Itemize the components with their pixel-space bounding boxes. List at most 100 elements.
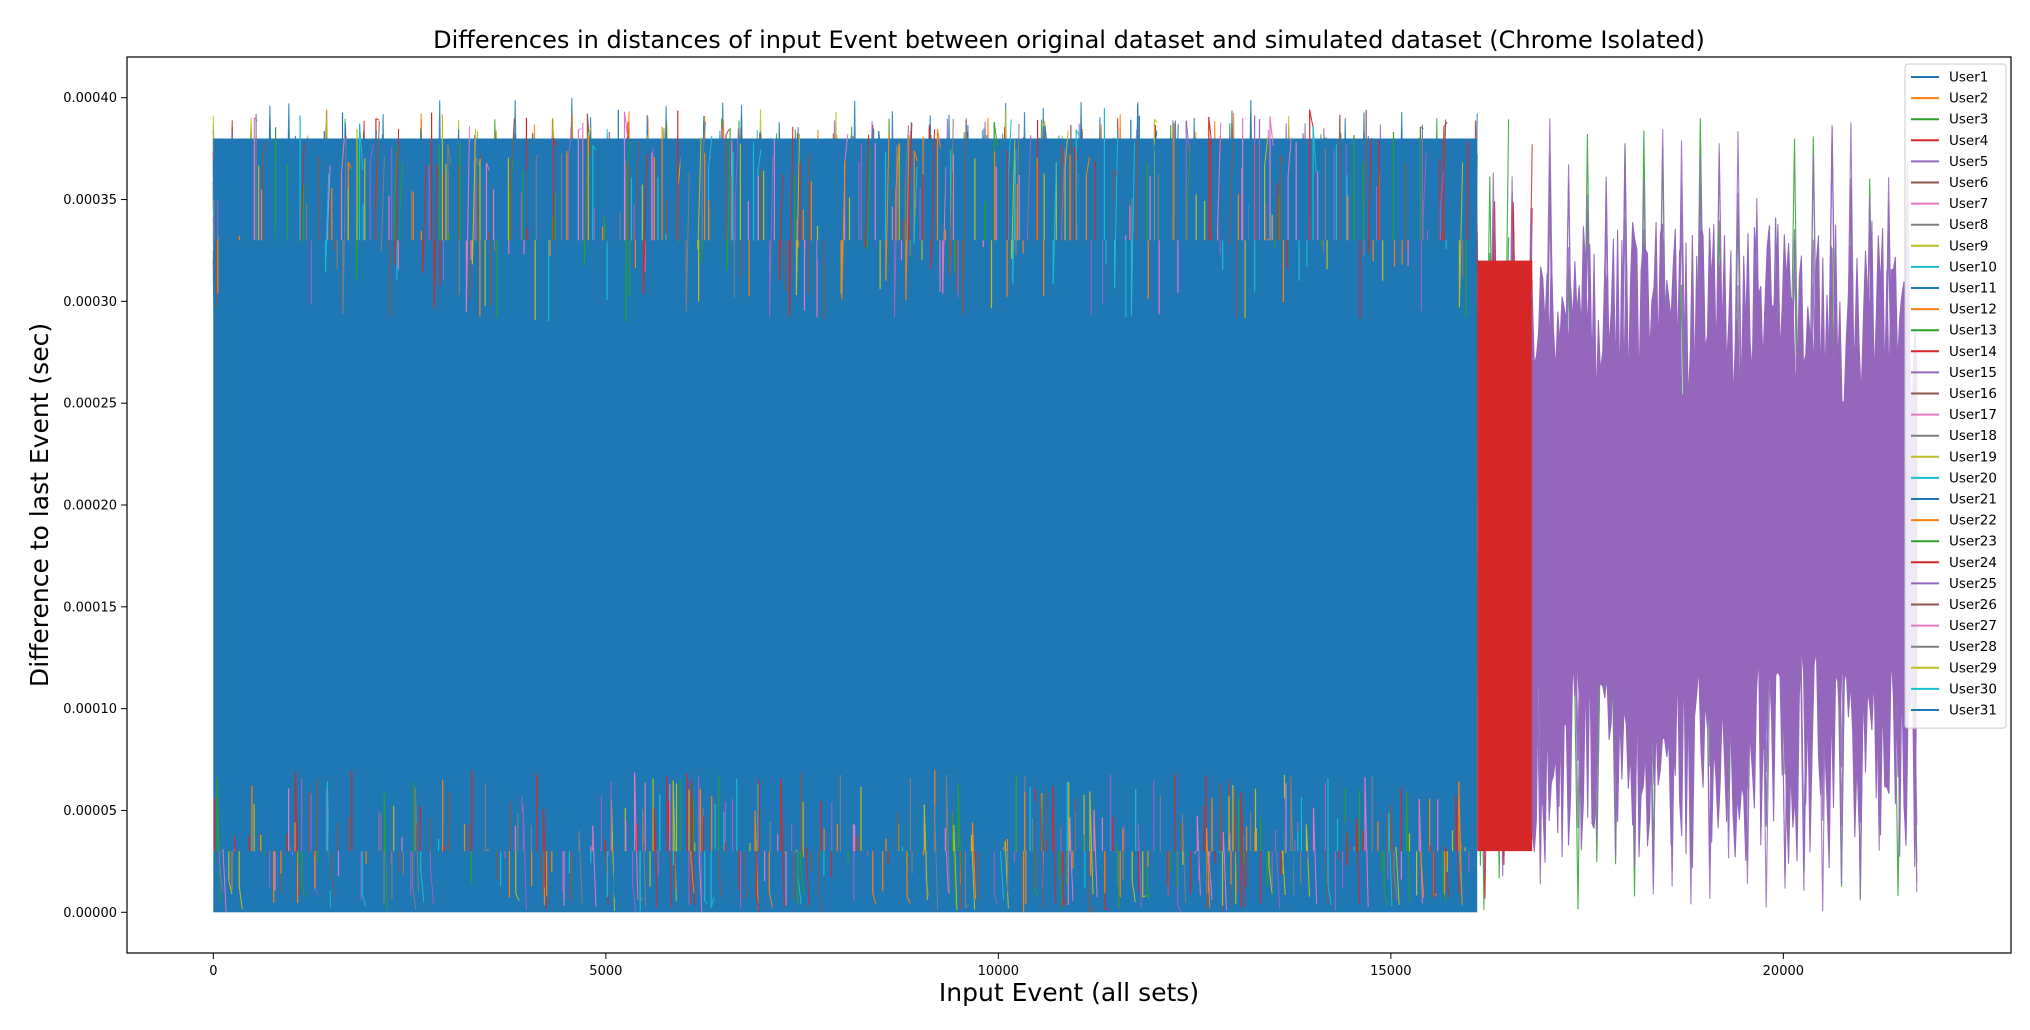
- spike-line: [429, 865, 434, 905]
- spike-line: [653, 807, 658, 908]
- spike-line: [301, 887, 306, 898]
- spike-line: [1185, 120, 1190, 152]
- spike-line: [422, 165, 427, 273]
- spike-line: [291, 135, 296, 179]
- spike-line: [433, 164, 438, 308]
- spike-line: [375, 121, 380, 215]
- spike-line: [1044, 125, 1049, 156]
- spike-line: [1206, 828, 1211, 908]
- spike-line: [475, 157, 480, 167]
- spike-line: [380, 156, 385, 251]
- legend-label: User4: [1949, 133, 1988, 149]
- spike-line: [1004, 841, 1009, 909]
- spike-line: [1085, 156, 1090, 176]
- spike-line: [841, 831, 847, 897]
- spike-line: [326, 165, 331, 241]
- spike-line: [1040, 793, 1045, 908]
- spike-line: [510, 118, 515, 176]
- spike-line: [1390, 805, 1395, 900]
- spike-line: [228, 880, 233, 895]
- spike-line: [1364, 136, 1369, 258]
- spike-line: [1142, 895, 1147, 898]
- legend-label: User15: [1949, 365, 1997, 381]
- spike-line: [1153, 130, 1158, 154]
- spike-line: [1012, 149, 1017, 284]
- spike-line: [359, 123, 364, 170]
- spike-line: [578, 128, 582, 131]
- spike-line: [710, 896, 715, 908]
- spike-line: [624, 111, 629, 138]
- spike-line: [1114, 130, 1119, 289]
- spike-line: [1422, 871, 1427, 893]
- spike-line: [1157, 166, 1162, 171]
- spike-line: [672, 780, 677, 901]
- spike-line: [1455, 795, 1460, 894]
- spike-line: [515, 893, 520, 902]
- spike-line: [704, 900, 709, 905]
- spike-line: [232, 896, 237, 906]
- legend-label: User6: [1949, 175, 1988, 191]
- spike-line: [1212, 777, 1217, 894]
- legend-label: User25: [1949, 576, 1997, 592]
- spike-line: [1264, 136, 1269, 167]
- dense-region-user5: [1531, 220, 1918, 869]
- legend-label: User30: [1949, 681, 1997, 697]
- spike-line: [1355, 818, 1360, 904]
- spike-line: [413, 173, 418, 264]
- spike-line: [485, 162, 490, 171]
- spike-line: [632, 882, 637, 912]
- spike-line: [1075, 129, 1080, 137]
- y-tick-label: 0.00030: [63, 295, 117, 310]
- spike-line: [1222, 832, 1227, 911]
- legend-label: User14: [1949, 344, 1997, 360]
- spike-line: [691, 780, 696, 905]
- spike-line: [325, 173, 330, 272]
- spike-line: [864, 134, 870, 247]
- spike-line: [1154, 808, 1159, 908]
- spike-line: [222, 849, 227, 912]
- spike-line: [942, 166, 947, 294]
- spike-line: [1181, 813, 1186, 903]
- plot-area: [212, 97, 1918, 913]
- legend-label: User26: [1949, 597, 1997, 613]
- legend-label: User3: [1949, 112, 1988, 128]
- spike-line: [1327, 884, 1332, 905]
- legend-label: User5: [1949, 154, 1988, 170]
- spike-line: [587, 126, 592, 135]
- spike-line: [734, 128, 739, 205]
- chart-title: Differences in distances of input Event …: [433, 26, 1705, 54]
- spike-line: [219, 862, 224, 893]
- spike-line: [1105, 908, 1109, 910]
- spike-line: [904, 125, 909, 186]
- spike-line: [1137, 823, 1142, 907]
- spike-line: [708, 135, 713, 169]
- legend-label: User20: [1949, 470, 1997, 486]
- spike-line: [934, 805, 939, 911]
- spike-line: [965, 903, 969, 909]
- spike-line: [341, 135, 346, 174]
- legend-label: User19: [1949, 449, 1997, 465]
- legend: User1 User2 User3 User4 User5 User6 User7 User8…: [1904, 63, 2007, 729]
- spike-line: [945, 774, 951, 895]
- y-tick-label: 0.00015: [63, 600, 117, 615]
- spike-line: [1281, 850, 1286, 896]
- spike-line: [553, 137, 558, 146]
- spike-line: [725, 129, 730, 136]
- spike-line: [878, 130, 883, 169]
- spike-line: [465, 126, 470, 312]
- spike-line: [1233, 789, 1238, 894]
- spike-line: [971, 835, 976, 910]
- y-axis-label: Difference to last Event (sec): [25, 323, 54, 687]
- y-tick-label: 0.00040: [63, 91, 117, 106]
- spike-line: [447, 144, 452, 166]
- spike-line: [698, 845, 703, 912]
- spike-line: [805, 847, 810, 907]
- spike-line: [666, 805, 671, 898]
- spike-line: [668, 801, 673, 908]
- spike-line: [1061, 149, 1066, 226]
- spike-line: [1007, 119, 1012, 178]
- spike-line: [592, 825, 597, 907]
- legend-label: User7: [1949, 196, 1988, 212]
- spike-line: [1420, 851, 1425, 898]
- spike-line: [1240, 792, 1245, 907]
